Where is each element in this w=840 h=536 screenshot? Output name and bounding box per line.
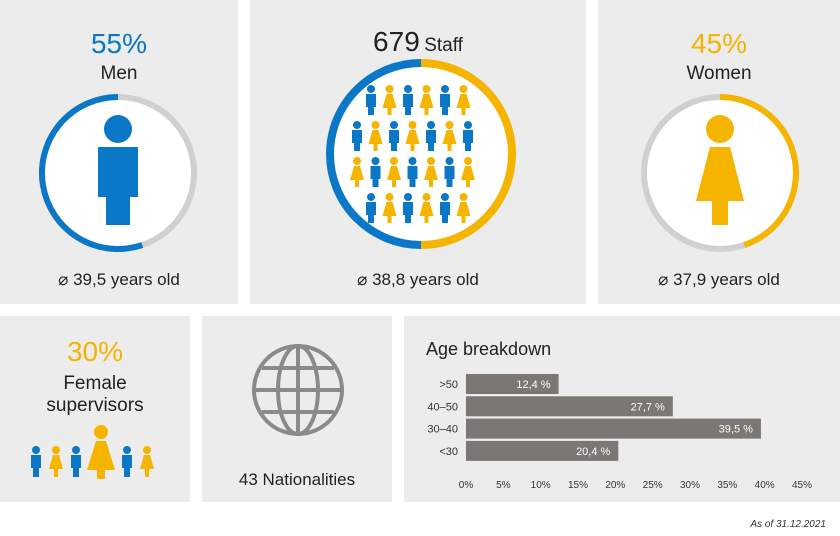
tick-label: 15% — [568, 480, 588, 491]
tick-label: 30% — [680, 480, 700, 491]
bar — [466, 374, 559, 394]
female-person-icon — [405, 121, 420, 151]
men-percentage: 55% — [90, 28, 148, 59]
bar-value-label: 12,4 % — [516, 379, 550, 391]
staff-count: 679 — [373, 26, 420, 57]
chart-title: Age breakdown — [426, 339, 552, 359]
male-person-icon — [352, 121, 362, 151]
nationalities-label: 43 Nationalities — [238, 470, 356, 489]
men-age: ⌀ 39,5 years old — [58, 270, 180, 289]
male-person-icon — [440, 85, 450, 115]
male-person-icon — [98, 115, 138, 225]
supervisors-label-line2: supervisors — [46, 395, 144, 416]
nationalities-card: 43 Nationalities — [202, 316, 392, 502]
male-person-icon — [71, 446, 81, 477]
male-person-icon — [370, 157, 381, 187]
globe-icon — [250, 342, 346, 438]
category-label: 40–50 — [427, 401, 458, 413]
tick-label: 0% — [459, 480, 474, 491]
male-person-icon — [122, 446, 132, 477]
male-person-icon — [463, 121, 473, 151]
male-person-icon — [366, 85, 376, 115]
male-person-icon — [426, 121, 436, 151]
male-person-icon — [444, 157, 455, 187]
male-person-icon — [403, 85, 413, 115]
male-person-icon — [31, 446, 41, 477]
women-percentage: 45% — [690, 28, 748, 59]
male-person-icon — [407, 157, 418, 187]
bar — [466, 396, 673, 417]
tick-label: 5% — [496, 480, 511, 491]
women-label: Women — [686, 63, 752, 84]
bar — [466, 418, 761, 439]
female-person-large-icon — [87, 425, 115, 479]
female-person-icon — [382, 193, 397, 223]
women-ring — [638, 91, 802, 255]
as-of-date: As of 31.12.2021 — [750, 519, 826, 530]
bar-value-label: 20,4 % — [576, 446, 610, 458]
tick-label: 45% — [792, 480, 812, 491]
supervisors-people — [26, 424, 166, 480]
tick-label: 25% — [643, 480, 663, 491]
tick-label: 35% — [717, 480, 737, 491]
female-person-icon — [442, 121, 457, 151]
female-person-icon — [419, 193, 434, 223]
female-person-icon — [387, 157, 401, 187]
men-ring — [36, 91, 200, 255]
tick-label: 20% — [605, 480, 625, 491]
staff-card: 679 Staff ⌀ 38,8 years old — [250, 0, 586, 304]
supervisors-label-line1: Female — [63, 373, 127, 394]
female-person-icon — [461, 157, 475, 187]
x-axis: 0% 5% 10% 15% 20% 25% 30% 35% 40% 45% — [459, 480, 812, 491]
category-label: 30–40 — [427, 424, 458, 436]
men-label: Men — [100, 63, 138, 84]
male-person-icon — [366, 193, 376, 223]
male-person-icon — [440, 193, 450, 223]
female-person-icon — [419, 85, 434, 115]
staff-ring — [324, 57, 518, 251]
male-person-icon — [403, 193, 413, 223]
staff-label: Staff — [424, 35, 463, 56]
tick-label: 10% — [531, 480, 551, 491]
age-breakdown-card: Age breakdown 12,4 % >50 27,7 % 40–50 39,5 %… — [404, 316, 840, 502]
female-person-icon — [696, 115, 744, 225]
category-label: <30 — [439, 446, 458, 458]
tick-label: 40% — [755, 480, 775, 491]
female-person-icon — [424, 157, 438, 187]
category-label: >50 — [439, 379, 458, 391]
supervisors-percentage: 30% — [66, 336, 124, 367]
women-card: 45% Women ⌀ 37,9 years old — [598, 0, 840, 304]
men-card: 55% Men ⌀ 39,5 years old — [0, 0, 238, 304]
women-age: ⌀ 37,9 years old — [658, 270, 780, 289]
bar-value-label: 39,5 % — [719, 424, 753, 436]
female-person-icon — [368, 121, 383, 151]
staff-age: ⌀ 38,8 years old — [357, 270, 479, 289]
female-person-icon — [456, 193, 471, 223]
female-person-icon — [350, 157, 364, 187]
supervisors-card: 30% Female supervisors — [0, 316, 190, 502]
female-person-icon — [382, 85, 397, 115]
female-person-icon — [140, 446, 154, 477]
bar — [466, 440, 619, 461]
age-breakdown-chart: 12,4 % >50 27,7 % 40–50 39,5 % 30–40 20,4 % <30… — [427, 374, 812, 491]
bar-value-label: 27,7 % — [631, 401, 665, 413]
people-grid-icon — [350, 85, 475, 223]
female-person-icon — [49, 446, 63, 477]
female-person-icon — [456, 85, 471, 115]
male-person-icon — [389, 121, 399, 151]
